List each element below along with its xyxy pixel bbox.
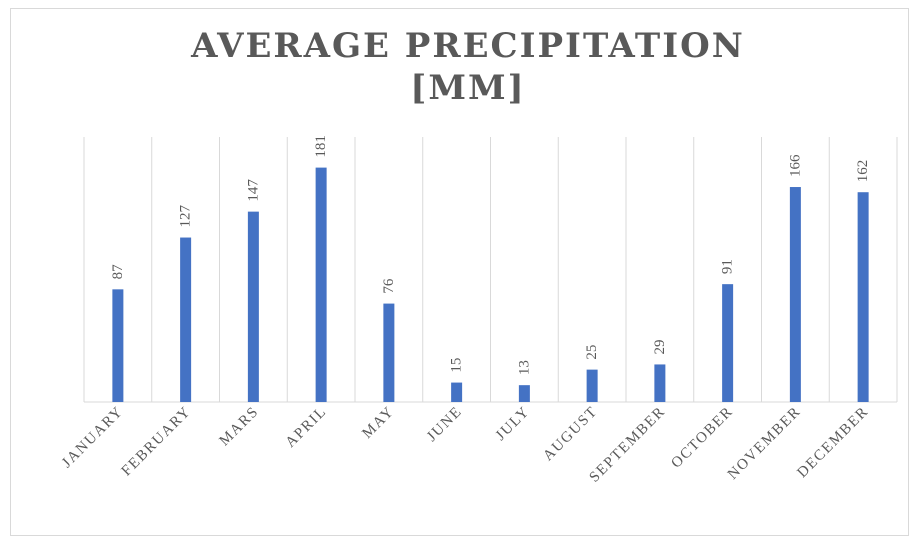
category-label: JULY [493,404,533,444]
value-label: 181 [313,135,329,158]
bar-mars [247,211,259,402]
category-label: AUGUST [540,404,601,465]
bar-july [518,385,530,402]
category-label: DECEMBER [794,404,872,482]
bar-april [315,167,327,402]
bar-october [722,284,734,402]
bar-december [857,192,869,402]
value-label: 13 [516,360,532,375]
value-label: 29 [652,339,668,354]
bar-november [789,187,801,402]
value-label: 15 [449,358,465,373]
value-label: 166 [787,154,803,177]
category-label: JANUARY [59,404,127,472]
category-label: JUNE [424,404,465,445]
category-label: MAY [359,404,397,442]
bars [112,167,869,402]
bar-chart: AVERAGE PRECIPITATION [MM] 87 127 147 181 76… [59,26,898,486]
value-label: 147 [245,179,261,202]
bar-june [451,382,463,402]
value-label: 127 [178,205,194,228]
chart-title-line-1: AVERAGE PRECIPITATION [190,26,745,66]
category-label: OCTOBER [668,404,736,472]
bar-august [586,369,598,402]
category-label: FEBRUARY [119,404,195,480]
value-label: 25 [584,345,600,360]
value-label: 162 [855,160,871,183]
category-label: NOVEMBER [725,404,804,483]
value-label: 87 [110,264,126,280]
category-label: MARS [217,404,263,450]
value-label: 91 [720,259,736,274]
chart-title-line-2: [MM] [410,68,525,108]
category-label: APRIL [283,404,330,451]
gridlines [83,137,898,403]
bar-february [180,237,192,402]
bar-september [654,364,666,402]
chart-frame: AVERAGE PRECIPITATION [MM] 87 127 147 181 76… [10,8,909,536]
bar-may [383,303,395,402]
value-label: 76 [381,278,397,294]
bar-january [112,289,124,402]
value-labels: 87 127 147 181 76 15 13 25 29 91 166 162 [110,135,871,375]
